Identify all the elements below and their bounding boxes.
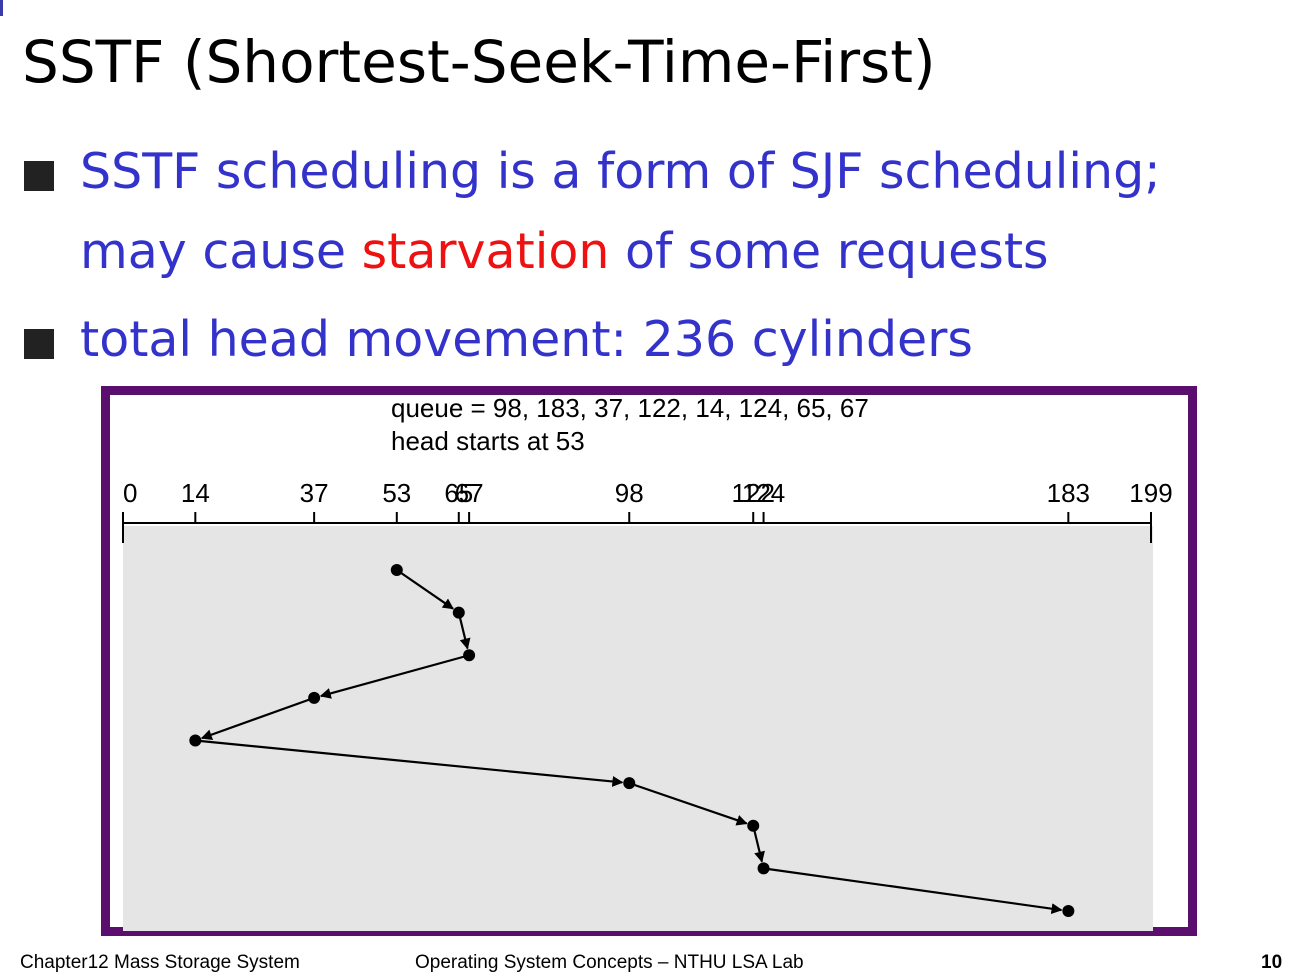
head-move-14-to-98 (195, 739, 624, 787)
head-position-67 (463, 649, 476, 662)
tick-label-67: 67 (455, 478, 484, 508)
head-move-37-to-14 (200, 696, 315, 740)
page-number: 10 (1261, 952, 1283, 973)
square-bullet-icon (24, 329, 54, 359)
track-area (123, 526, 1153, 931)
head-position-98 (623, 777, 636, 790)
sstf-figure: queue = 98, 183, 37, 122, 14, 124, 65, 6… (101, 386, 1197, 936)
head-path (189, 564, 1075, 917)
slide-title: SSTF (Shortest-Seek-Time-First) (22, 28, 936, 96)
bullet-line-2-after: of some requests (609, 223, 1049, 280)
bullet-line-2-before: may cause (80, 223, 362, 280)
head-position-14 (189, 734, 202, 747)
footer-chapter: Chapter12 Mass Storage System (20, 952, 300, 973)
tick-label-53: 53 (382, 478, 411, 508)
bullet-sstf-description: SSTF scheduling is a form of SJF schedul… (24, 134, 1264, 294)
head-position-53 (390, 564, 403, 576)
tick-label-98: 98 (615, 478, 644, 508)
tick-label-0: 0 (123, 478, 137, 508)
head-move-53-to-65 (396, 569, 454, 610)
sstf-diagram: queue = 98, 183, 37, 122, 14, 124, 65, 6… (122, 393, 1173, 931)
head-movement-text: total head movement: 236 cylinders (80, 311, 973, 368)
tick-label-183: 183 (1047, 478, 1090, 508)
tick-label-37: 37 (300, 478, 329, 508)
head-position-124 (757, 862, 770, 875)
head-move-67-to-37 (319, 654, 470, 699)
bullet-head-movement: total head movement: 236 cylinders (24, 302, 1264, 382)
starvation-highlight: starvation (361, 223, 610, 280)
tick-label-122: 122 (732, 478, 775, 508)
tick-label-14: 14 (181, 478, 210, 508)
tick-label-65: 65 (444, 478, 473, 508)
head-position-65 (452, 606, 465, 619)
head-position-122 (747, 819, 760, 832)
footer-course: Operating System Concepts – NTHU LSA Lab (415, 952, 804, 973)
tick-label-199: 199 (1129, 478, 1172, 508)
head-position-37 (308, 691, 321, 704)
head-move-65-to-67 (457, 612, 471, 650)
head-move-98-to-122 (628, 782, 748, 826)
bullet-line-2: may cause starvation of some requests (80, 214, 1049, 290)
head-position-183 (1062, 905, 1075, 917)
corner-mark (0, 0, 3, 16)
tick-label-124: 124 (742, 478, 785, 508)
queue-label: queue = 98, 183, 37, 122, 14, 124, 65, 6… (391, 393, 869, 423)
head-move-124-to-183 (763, 867, 1063, 915)
bullet-line-1: SSTF scheduling is a form of SJF schedul… (80, 143, 1161, 200)
head-move-122-to-124 (752, 825, 765, 863)
square-bullet-icon (24, 161, 54, 191)
head-start-label: head starts at 53 (391, 426, 585, 456)
